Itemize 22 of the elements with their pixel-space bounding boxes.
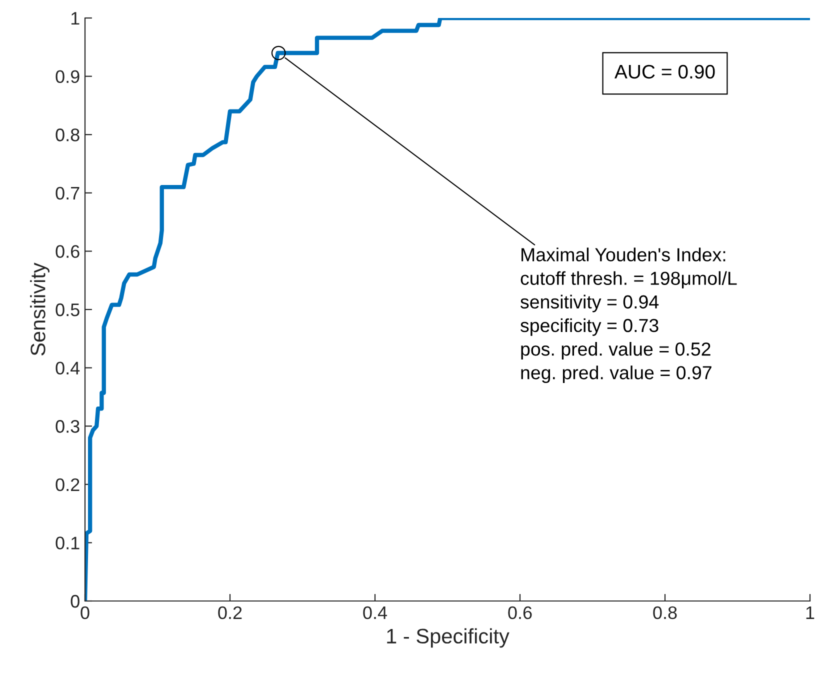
y-tick-label: 0.3: [56, 420, 80, 433]
y-axis-title: Sensitivity: [30, 262, 50, 356]
y-tick-label: 1: [71, 12, 80, 25]
y-tick-label: 0: [70, 594, 80, 608]
y-tick-label: 0.1: [56, 536, 80, 550]
x-axis-title: 1 - Specificity: [387, 628, 510, 648]
x-tick-label: 1: [806, 606, 814, 619]
x-tick-label: 0.8: [653, 606, 677, 620]
y-tick-label: 0.7: [56, 186, 80, 200]
y-tick-label: 0.2: [56, 478, 80, 492]
x-tick-label: 0: [80, 606, 90, 620]
annotation: Maximal Youden's Index: cutoff thresh. = 198μmol/L sensitivity = 0.94 specificity = 0.73 pos. pred. value = 0.52 neg. pred. value = 0.97: [520, 248, 737, 384]
x-tick-label: 0.4: [363, 606, 388, 620]
y-tick-label: 0.8: [56, 128, 80, 142]
line-series: [85, 18, 810, 601]
x-tick-label: 0.2: [218, 606, 242, 620]
y-tick-label: 0.9: [56, 70, 80, 84]
y-tick-label: 0.6: [56, 245, 80, 258]
y-tick-label: 0.5: [56, 303, 80, 316]
y-tick-label: 0.4: [56, 362, 80, 375]
annotation: AUC = 0.90: [614, 64, 715, 79]
x-tick-label: 0.6: [508, 606, 532, 620]
